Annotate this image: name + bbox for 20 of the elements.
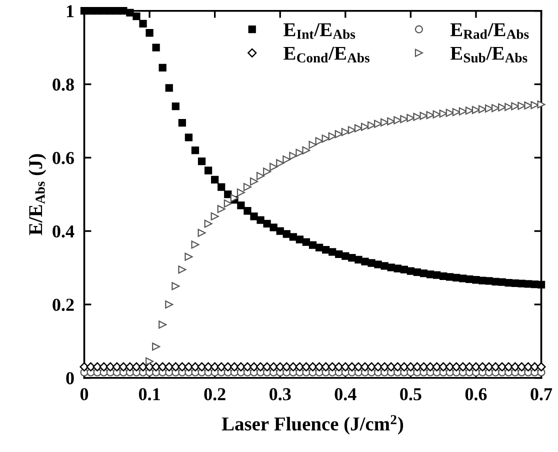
legend-label: E$_{Int}$/E$_{Abs}$ (284, 23, 356, 39)
y-tick-label: 0 (66, 372, 74, 384)
y-tick-label: 0.4 (52, 225, 74, 238)
x-tick-label: 0.2 (204, 388, 226, 400)
x-tick-label: 0.1 (138, 388, 160, 400)
y-axis-title: E/E$_{Abs}$ (J) (28, 154, 46, 236)
y-tick-label: 0.8 (52, 78, 74, 91)
x-tick-label: 0 (80, 388, 88, 400)
legend-label: E$_{Cond}$/E$_{Abs}$ (284, 46, 370, 62)
y-tick-label: 0.2 (52, 298, 74, 311)
x-tick-label: 0.3 (270, 388, 291, 400)
x-tick-label: 0.4 (334, 388, 356, 400)
x-tick-label: 0.5 (400, 388, 422, 400)
legend-label: E$_{Sub}$/E$_{Abs}$ (450, 46, 528, 63)
y-tick-label: 1 (66, 5, 74, 18)
x-tick-label: 0.7 (530, 388, 552, 400)
y-tick-label: 0.6 (52, 152, 74, 164)
x-axis-title: Laser Fluence (J/cm$^{2}$) (222, 415, 404, 434)
legend-label: E$_{Rad}$/E$_{Abs}$ (450, 23, 529, 39)
x-tick-label: 0.6 (465, 388, 487, 400)
